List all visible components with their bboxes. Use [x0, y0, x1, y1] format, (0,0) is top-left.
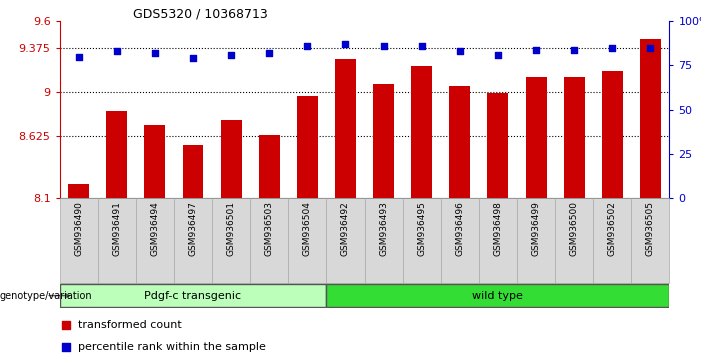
Point — [73, 54, 84, 59]
Text: transformed count: transformed count — [78, 320, 182, 330]
Bar — [182, 145, 203, 198]
Point — [149, 50, 161, 56]
Bar — [487, 93, 508, 198]
Text: GSM936495: GSM936495 — [417, 201, 426, 256]
Point — [569, 47, 580, 52]
FancyBboxPatch shape — [174, 198, 212, 283]
Point — [606, 45, 618, 51]
Point — [226, 52, 237, 58]
FancyBboxPatch shape — [555, 198, 593, 283]
Point — [454, 48, 465, 54]
Text: GSM936494: GSM936494 — [151, 201, 159, 256]
Bar — [107, 111, 128, 198]
Bar — [411, 66, 433, 198]
FancyBboxPatch shape — [212, 198, 250, 283]
Point — [645, 45, 656, 51]
Text: genotype/variation: genotype/variation — [0, 291, 93, 301]
Text: GSM936493: GSM936493 — [379, 201, 388, 256]
Point — [340, 41, 351, 47]
Bar — [564, 77, 585, 198]
Text: GSM936503: GSM936503 — [265, 201, 273, 256]
FancyBboxPatch shape — [250, 198, 288, 283]
Point — [301, 43, 313, 49]
Text: GSM936500: GSM936500 — [570, 201, 578, 256]
Point — [60, 322, 72, 328]
FancyBboxPatch shape — [441, 198, 479, 283]
Bar — [297, 96, 318, 198]
Text: GSM936497: GSM936497 — [189, 201, 198, 256]
Bar — [449, 86, 470, 198]
Bar — [144, 125, 165, 198]
Text: GDS5320 / 10368713: GDS5320 / 10368713 — [132, 7, 268, 20]
Point — [378, 43, 389, 49]
Bar — [373, 84, 394, 198]
Bar — [526, 77, 547, 198]
Text: GSM936502: GSM936502 — [608, 201, 617, 256]
FancyBboxPatch shape — [365, 198, 402, 283]
Point — [111, 48, 123, 54]
FancyBboxPatch shape — [327, 285, 669, 307]
Point — [416, 43, 428, 49]
FancyBboxPatch shape — [60, 285, 327, 307]
FancyBboxPatch shape — [632, 198, 669, 283]
Text: GSM936491: GSM936491 — [112, 201, 121, 256]
Point — [60, 344, 72, 350]
FancyBboxPatch shape — [327, 198, 365, 283]
FancyBboxPatch shape — [288, 198, 327, 283]
Point — [187, 56, 198, 61]
FancyBboxPatch shape — [517, 198, 555, 283]
Bar — [68, 184, 89, 198]
FancyBboxPatch shape — [97, 198, 136, 283]
Text: GSM936490: GSM936490 — [74, 201, 83, 256]
Text: GSM936496: GSM936496 — [456, 201, 464, 256]
Text: wild type: wild type — [472, 291, 524, 301]
FancyBboxPatch shape — [60, 198, 97, 283]
FancyBboxPatch shape — [479, 198, 517, 283]
FancyBboxPatch shape — [136, 198, 174, 283]
Bar — [259, 135, 280, 198]
Text: GSM936499: GSM936499 — [531, 201, 540, 256]
Text: GSM936505: GSM936505 — [646, 201, 655, 256]
Text: GSM936498: GSM936498 — [494, 201, 503, 256]
Point — [531, 47, 542, 52]
Text: Pdgf-c transgenic: Pdgf-c transgenic — [144, 291, 242, 301]
Bar — [221, 120, 242, 198]
Text: GSM936492: GSM936492 — [341, 201, 350, 256]
Bar — [640, 39, 661, 198]
Bar — [335, 59, 356, 198]
Text: GSM936504: GSM936504 — [303, 201, 312, 256]
Text: percentile rank within the sample: percentile rank within the sample — [78, 342, 266, 352]
FancyBboxPatch shape — [593, 198, 632, 283]
Point — [492, 52, 503, 58]
Bar — [601, 71, 622, 198]
Point — [264, 50, 275, 56]
Text: GSM936501: GSM936501 — [226, 201, 236, 256]
FancyBboxPatch shape — [402, 198, 441, 283]
